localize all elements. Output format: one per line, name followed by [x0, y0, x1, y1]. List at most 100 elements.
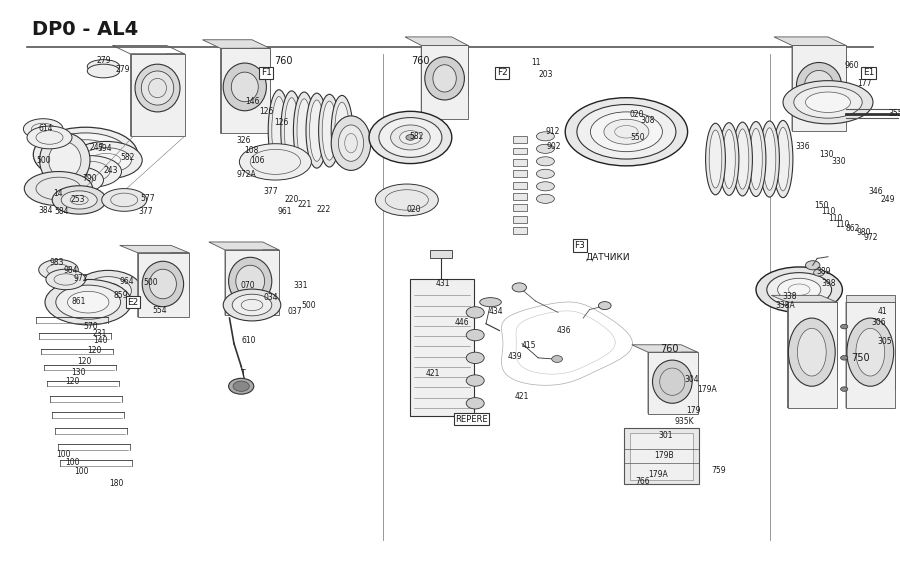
Polygon shape — [120, 245, 189, 253]
Ellipse shape — [81, 148, 131, 173]
Text: 179B: 179B — [654, 451, 674, 460]
Ellipse shape — [590, 112, 662, 152]
Circle shape — [512, 283, 526, 292]
Text: E1: E1 — [863, 68, 874, 77]
Ellipse shape — [536, 157, 554, 166]
Ellipse shape — [74, 270, 142, 311]
Ellipse shape — [322, 101, 337, 160]
Text: 220: 220 — [284, 195, 299, 204]
Ellipse shape — [480, 298, 501, 307]
Circle shape — [598, 302, 611, 310]
Ellipse shape — [335, 102, 349, 159]
Text: 550: 550 — [630, 133, 644, 142]
Ellipse shape — [806, 92, 850, 112]
Ellipse shape — [433, 65, 456, 92]
Ellipse shape — [783, 81, 873, 124]
Text: 759: 759 — [711, 466, 725, 475]
Text: 070: 070 — [240, 281, 255, 290]
Text: 338: 338 — [782, 292, 796, 301]
Text: 100: 100 — [74, 467, 88, 476]
Ellipse shape — [58, 156, 122, 187]
Ellipse shape — [229, 257, 272, 305]
Polygon shape — [166, 54, 184, 116]
Text: 972A: 972A — [237, 170, 256, 179]
Polygon shape — [252, 48, 270, 116]
Text: 582: 582 — [121, 153, 135, 162]
Ellipse shape — [142, 261, 184, 307]
Ellipse shape — [45, 279, 131, 325]
Bar — [130, 54, 184, 136]
Text: 750: 750 — [851, 353, 869, 363]
Bar — [513, 204, 527, 211]
Ellipse shape — [788, 318, 835, 386]
Text: 14: 14 — [53, 189, 63, 198]
Ellipse shape — [750, 128, 762, 190]
Text: 110: 110 — [828, 214, 842, 223]
Ellipse shape — [233, 381, 249, 391]
Text: ДАТЧИКИ: ДАТЧИКИ — [585, 252, 630, 261]
Text: 964: 964 — [120, 277, 134, 286]
Ellipse shape — [236, 265, 265, 297]
Ellipse shape — [33, 127, 138, 182]
Text: 120: 120 — [87, 346, 102, 355]
Text: 221: 221 — [297, 200, 311, 209]
Ellipse shape — [306, 93, 328, 168]
Text: 100: 100 — [65, 458, 79, 467]
Text: 308: 308 — [641, 116, 655, 126]
Circle shape — [841, 387, 848, 391]
Ellipse shape — [23, 119, 63, 139]
Text: 935K: 935K — [674, 417, 694, 426]
Text: 330: 330 — [832, 157, 846, 166]
Text: 305: 305 — [878, 337, 892, 346]
Text: 338A: 338A — [776, 301, 796, 310]
Ellipse shape — [733, 122, 752, 196]
Text: 180: 180 — [109, 479, 123, 488]
Text: 020: 020 — [407, 204, 421, 214]
Text: 434: 434 — [489, 307, 503, 316]
Ellipse shape — [149, 269, 176, 299]
Bar — [513, 216, 527, 223]
Ellipse shape — [425, 57, 464, 100]
Ellipse shape — [232, 294, 272, 316]
Ellipse shape — [231, 72, 258, 102]
Ellipse shape — [565, 98, 688, 166]
Ellipse shape — [331, 116, 371, 170]
Text: F3: F3 — [574, 241, 585, 250]
Ellipse shape — [135, 64, 180, 112]
Ellipse shape — [536, 132, 554, 141]
Polygon shape — [792, 45, 846, 131]
Ellipse shape — [847, 318, 894, 386]
Polygon shape — [209, 242, 279, 250]
Text: 11: 11 — [531, 58, 541, 67]
Ellipse shape — [239, 144, 311, 180]
Ellipse shape — [141, 71, 174, 105]
Ellipse shape — [723, 130, 735, 189]
Ellipse shape — [49, 142, 81, 178]
Ellipse shape — [778, 278, 821, 301]
Text: 130: 130 — [71, 367, 86, 377]
Text: 179: 179 — [687, 406, 701, 415]
Circle shape — [466, 375, 484, 386]
Bar — [788, 302, 837, 408]
Text: 961: 961 — [277, 207, 292, 216]
Bar — [513, 193, 527, 200]
Text: 614: 614 — [39, 124, 53, 133]
Circle shape — [406, 135, 415, 140]
Ellipse shape — [39, 260, 78, 280]
Text: 110: 110 — [835, 220, 850, 229]
Polygon shape — [828, 45, 846, 111]
Bar — [792, 45, 846, 131]
Bar — [513, 182, 527, 189]
Text: 790: 790 — [82, 174, 96, 183]
Ellipse shape — [604, 119, 649, 144]
Ellipse shape — [102, 189, 147, 211]
Ellipse shape — [229, 378, 254, 394]
Ellipse shape — [805, 70, 833, 100]
Polygon shape — [452, 45, 468, 105]
Text: 247: 247 — [89, 143, 104, 152]
Polygon shape — [788, 302, 837, 408]
Circle shape — [806, 261, 820, 270]
Text: 130: 130 — [819, 150, 833, 159]
Text: 120: 120 — [77, 357, 92, 366]
Text: 862: 862 — [846, 224, 860, 233]
